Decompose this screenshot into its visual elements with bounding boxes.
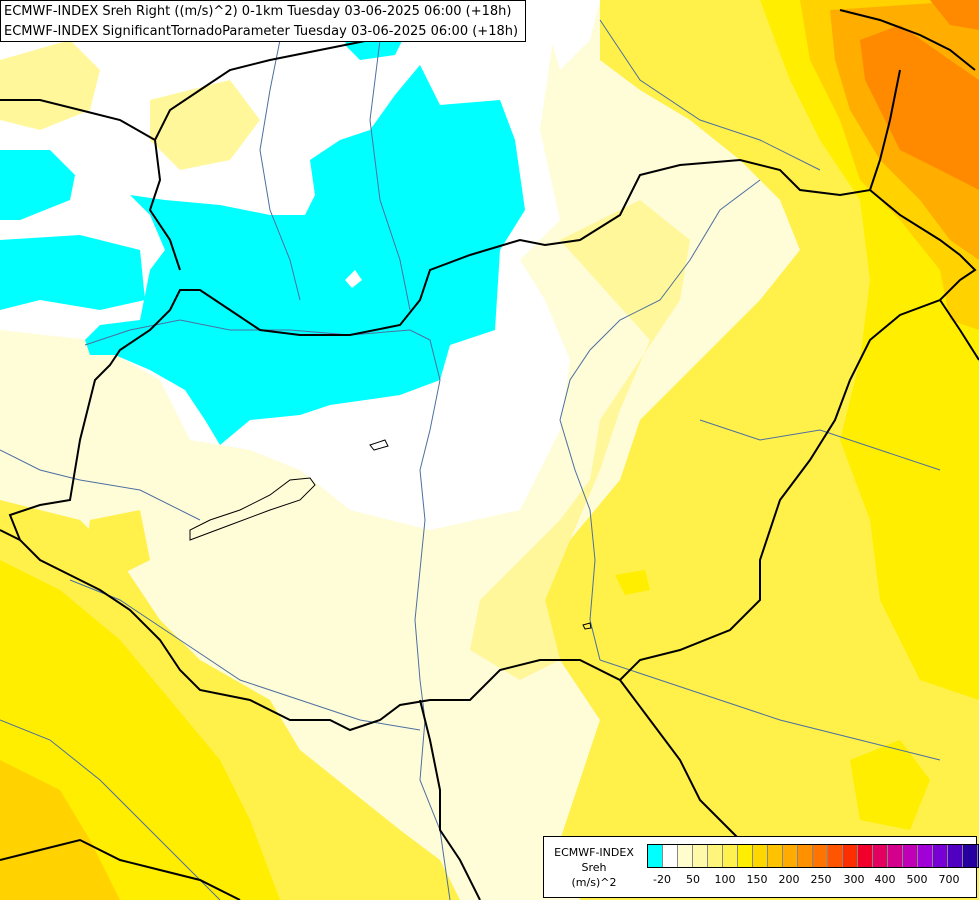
legend-swatch xyxy=(813,845,828,867)
border-south xyxy=(419,699,481,900)
legend-swatch xyxy=(873,845,888,867)
lake-balaton xyxy=(189,477,316,541)
legend-tick-label: 150 xyxy=(746,873,768,886)
legend-swatch xyxy=(708,845,723,867)
yellow-blob-center-south xyxy=(570,540,700,650)
yellow-blob-west xyxy=(85,510,150,580)
legend-swatch xyxy=(723,845,738,867)
gold-zone-southwest xyxy=(0,760,120,900)
orange-spot-top xyxy=(930,0,979,30)
lake-velence xyxy=(369,439,389,451)
legend-title-line-1: ECMWF-INDEX xyxy=(554,846,634,859)
title-line-1: ECMWF-INDEX Sreh Right ((m/s)^2) 0-1km T… xyxy=(4,4,512,19)
legend-swatch xyxy=(768,845,783,867)
legend-swatch xyxy=(678,845,693,867)
white-hole-in-cyan xyxy=(345,270,362,288)
legend-swatch xyxy=(753,845,768,867)
border-sw2 xyxy=(0,529,21,541)
legend-swatch xyxy=(648,845,663,867)
legend-title-line-2: Sreh xyxy=(581,861,607,874)
legend-tick-label: 700 xyxy=(938,873,960,886)
legend-swatch xyxy=(843,845,858,867)
legend-swatches xyxy=(647,844,979,868)
orange-dark-ne xyxy=(860,25,979,190)
border-ne xyxy=(839,9,976,71)
lake-small-south xyxy=(582,622,592,630)
light-yellow-center xyxy=(470,200,690,680)
border-south2 xyxy=(619,679,761,861)
legend-tick-label: 50 xyxy=(686,873,700,886)
river-ne xyxy=(599,19,821,171)
white-zone-northeast xyxy=(540,0,600,70)
light-yellow-north-west xyxy=(0,40,100,130)
legend-tick-label: 200 xyxy=(778,873,800,886)
legend-tick-label: 300 xyxy=(843,873,865,886)
legend-tick-label: 500 xyxy=(906,873,928,886)
river-drava xyxy=(69,579,421,731)
legend-swatch xyxy=(963,845,978,867)
river-south-east xyxy=(599,659,941,761)
cyan-zone-west xyxy=(0,150,75,220)
legend-swatch xyxy=(828,845,843,867)
legend-ticks: -20 50 100 150 200 250 300 400 500 700 xyxy=(647,873,977,889)
legend-swatch xyxy=(888,845,903,867)
border-sw xyxy=(0,838,241,900)
river-west xyxy=(0,449,201,521)
legend-swatch xyxy=(738,845,753,867)
legend-swatch xyxy=(798,845,813,867)
legend-swatch xyxy=(858,845,873,867)
cyan-zone-west2 xyxy=(0,235,145,310)
legend-title-line-3: (m/s)^2 xyxy=(571,876,617,889)
legend-tick-label: 400 xyxy=(874,873,896,886)
title-line-2: ECMWF-INDEX SignificantTornadoParameter … xyxy=(4,24,519,39)
legend-tick-label: 100 xyxy=(714,873,736,886)
legend-swatch xyxy=(933,845,948,867)
yellow-blob-se xyxy=(850,740,930,830)
map-title-box: ECMWF-INDEX Sreh Right ((m/s)^2) 0-1km T… xyxy=(0,0,526,42)
river-tisza xyxy=(559,179,761,661)
light-yellow-north-center xyxy=(150,80,260,170)
border-hungary xyxy=(8,158,977,732)
legend-swatch xyxy=(948,845,963,867)
river-north2 xyxy=(369,39,411,311)
legend-tick-label: -20 xyxy=(653,873,671,886)
legend-swatch xyxy=(783,845,798,867)
border-east-romania xyxy=(939,299,979,361)
lakes xyxy=(189,439,592,630)
river-sw xyxy=(0,719,221,900)
legend-swatch xyxy=(903,845,918,867)
river-east xyxy=(699,419,941,471)
legend-swatch xyxy=(918,845,933,867)
legend-swatch xyxy=(663,845,678,867)
border-ne2 xyxy=(869,69,901,191)
color-legend: ECMWF-INDEX Sreh (m/s)^2 -20 50 100 150 200 2… xyxy=(543,836,979,898)
legend-title: ECMWF-INDEX Sreh (m/s)^2 xyxy=(546,845,642,890)
legend-tick-label: 250 xyxy=(810,873,832,886)
legend-swatch xyxy=(693,845,708,867)
yellow-strong-spot-south xyxy=(615,570,650,595)
cyan-zone-main xyxy=(85,65,525,445)
river-north1 xyxy=(259,39,301,301)
